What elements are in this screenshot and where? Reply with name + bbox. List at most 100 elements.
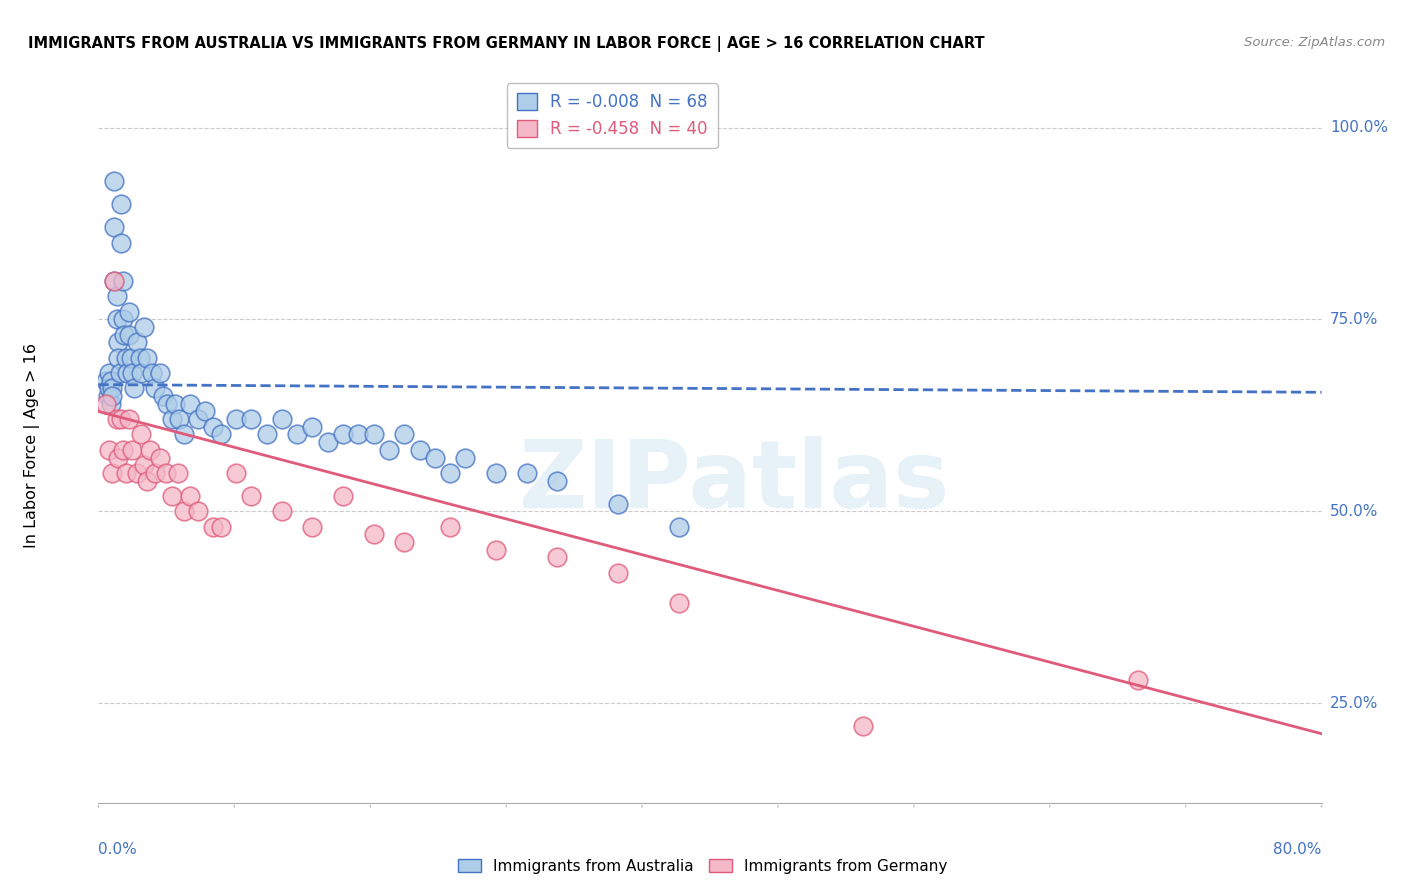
Point bbox=[129, 427, 152, 442]
Point bbox=[209, 519, 232, 533]
Point bbox=[107, 335, 129, 350]
Point bbox=[128, 351, 150, 365]
Point bbox=[392, 427, 416, 442]
Point bbox=[485, 466, 508, 480]
Point bbox=[332, 489, 354, 503]
Point bbox=[108, 366, 131, 380]
Point bbox=[173, 504, 195, 518]
Point bbox=[270, 504, 292, 518]
Point bbox=[285, 427, 308, 442]
Point bbox=[98, 381, 121, 395]
Point bbox=[160, 489, 183, 503]
Point bbox=[101, 466, 124, 480]
Point bbox=[668, 519, 690, 533]
Point bbox=[155, 466, 177, 480]
Point bbox=[187, 504, 209, 518]
Text: 50.0%: 50.0% bbox=[1330, 504, 1378, 519]
Point bbox=[105, 289, 128, 303]
Point bbox=[103, 220, 125, 235]
Legend: Immigrants from Australia, Immigrants from Germany: Immigrants from Australia, Immigrants fr… bbox=[453, 853, 953, 880]
Point bbox=[112, 327, 135, 342]
Point bbox=[439, 466, 461, 480]
Point bbox=[378, 442, 401, 457]
Point bbox=[301, 519, 323, 533]
Point bbox=[516, 466, 538, 480]
Point bbox=[101, 389, 124, 403]
Point bbox=[100, 374, 122, 388]
Point bbox=[107, 450, 129, 465]
Point bbox=[122, 381, 145, 395]
Text: 0.0%: 0.0% bbox=[98, 842, 138, 856]
Point bbox=[194, 404, 217, 418]
Point bbox=[160, 412, 183, 426]
Point bbox=[332, 427, 354, 442]
Point bbox=[139, 442, 162, 457]
Point bbox=[118, 327, 141, 342]
Point bbox=[209, 427, 232, 442]
Point bbox=[98, 366, 121, 380]
Point bbox=[149, 450, 172, 465]
Point bbox=[852, 719, 875, 733]
Text: Source: ZipAtlas.com: Source: ZipAtlas.com bbox=[1244, 36, 1385, 49]
Point bbox=[94, 374, 117, 388]
Point bbox=[111, 442, 134, 457]
Point bbox=[149, 366, 172, 380]
Point bbox=[129, 366, 152, 380]
Point bbox=[156, 397, 179, 411]
Point bbox=[134, 458, 156, 473]
Point bbox=[607, 497, 630, 511]
Point bbox=[439, 519, 461, 533]
Point bbox=[134, 320, 156, 334]
Point bbox=[225, 412, 247, 426]
Point bbox=[240, 412, 263, 426]
Point bbox=[423, 450, 446, 465]
Point bbox=[454, 450, 477, 465]
Point bbox=[136, 474, 159, 488]
Point bbox=[179, 397, 201, 411]
Point bbox=[105, 312, 128, 326]
Text: In Labor Force | Age > 16: In Labor Force | Age > 16 bbox=[24, 343, 39, 549]
Point bbox=[115, 466, 138, 480]
Point bbox=[546, 474, 568, 488]
Point bbox=[125, 466, 148, 480]
Point bbox=[256, 427, 278, 442]
Point bbox=[125, 335, 148, 350]
Point bbox=[1128, 673, 1150, 687]
Point bbox=[363, 527, 385, 541]
Point bbox=[363, 427, 385, 442]
Point bbox=[118, 412, 141, 426]
Point bbox=[110, 235, 132, 250]
Point bbox=[408, 442, 430, 457]
Point bbox=[668, 596, 690, 610]
Text: 75.0%: 75.0% bbox=[1330, 312, 1378, 326]
Point bbox=[94, 397, 117, 411]
Point bbox=[107, 351, 129, 365]
Text: 80.0%: 80.0% bbox=[1274, 842, 1322, 856]
Point bbox=[117, 366, 139, 380]
Point bbox=[301, 419, 323, 434]
Point bbox=[101, 381, 124, 395]
Point bbox=[141, 366, 163, 380]
Point bbox=[202, 519, 225, 533]
Text: IMMIGRANTS FROM AUSTRALIA VS IMMIGRANTS FROM GERMANY IN LABOR FORCE | AGE > 16 C: IMMIGRANTS FROM AUSTRALIA VS IMMIGRANTS … bbox=[28, 36, 984, 52]
Point bbox=[118, 304, 141, 318]
Point bbox=[110, 197, 132, 211]
Point bbox=[316, 435, 339, 450]
Point bbox=[143, 381, 166, 395]
Point bbox=[143, 466, 166, 480]
Point bbox=[103, 174, 125, 188]
Point bbox=[115, 351, 138, 365]
Point bbox=[103, 274, 125, 288]
Point bbox=[392, 535, 416, 549]
Point bbox=[485, 542, 508, 557]
Point bbox=[546, 550, 568, 565]
Point bbox=[103, 274, 125, 288]
Point bbox=[100, 397, 122, 411]
Point bbox=[105, 412, 128, 426]
Point bbox=[607, 566, 630, 580]
Point bbox=[136, 351, 159, 365]
Point bbox=[202, 419, 225, 434]
Point bbox=[110, 412, 132, 426]
Point bbox=[97, 389, 120, 403]
Point bbox=[111, 274, 134, 288]
